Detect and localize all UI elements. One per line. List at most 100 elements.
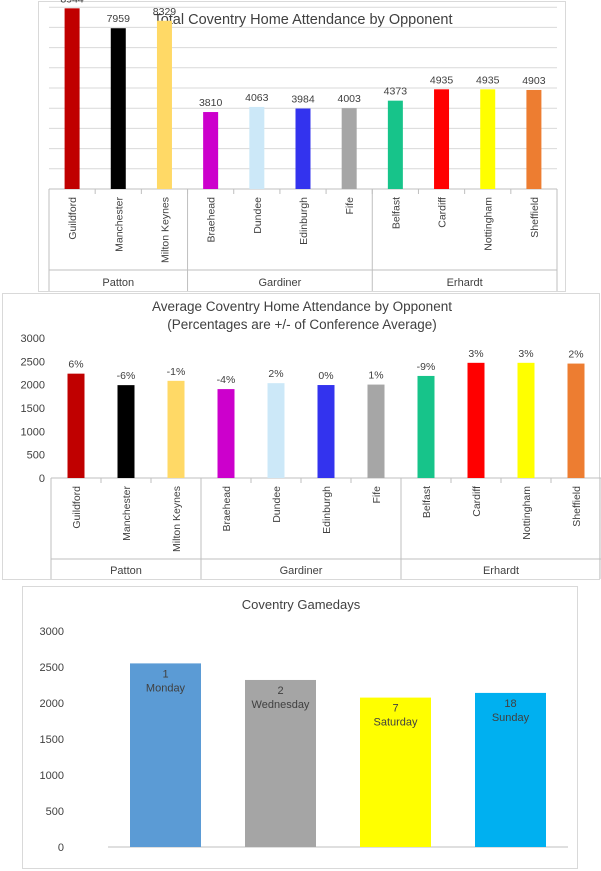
bar-belfast [387, 100, 403, 189]
data-label-edinburgh: 0% [318, 370, 333, 382]
category-label-nottingham: Nottingham [483, 197, 495, 251]
y-tick-label: 1000 [21, 426, 45, 438]
data-label-dundee: 4063 [245, 92, 269, 104]
chart-average-attendance-svg: Average Coventry Home Attendance by Oppo… [21, 299, 601, 579]
bar-count-label-wednesday: 2 [277, 685, 283, 697]
group-label-gardiner: Gardiner [280, 565, 323, 577]
data-label-belfast: 4373 [384, 86, 408, 98]
y-tick-label: 3000 [40, 626, 64, 638]
bar-milton-keynes [156, 20, 172, 190]
category-label-cardiff: Cardiff [471, 486, 483, 517]
bar-braehead [217, 389, 235, 478]
chart-subtitle: (Percentages are +/- of Conference Avera… [167, 317, 437, 332]
bar-sheffield [567, 363, 585, 478]
chart-title: Total Coventry Home Attendance by Oppone… [153, 12, 452, 28]
group-label-patton: Patton [102, 277, 134, 289]
category-label-dundee: Dundee [271, 486, 283, 523]
category-label-sheffield: Sheffield [529, 197, 541, 238]
y-tick-label: 2000 [40, 698, 64, 710]
bar-edinburgh [295, 108, 311, 189]
data-label-nottingham: 3% [518, 348, 533, 360]
category-label-guildford: Guildford [67, 197, 79, 240]
bar-saturday [360, 697, 431, 847]
bar-dundee [267, 383, 285, 478]
category-label-belfast: Belfast [390, 197, 402, 229]
data-label-manchester: 7959 [107, 13, 131, 25]
data-label-braehead: -4% [217, 374, 236, 386]
data-label-guildford: 8944 [60, 0, 84, 5]
category-label-belfast: Belfast [421, 486, 433, 518]
bar-fife [367, 384, 385, 478]
category-label-manchester: Manchester [121, 485, 133, 540]
data-label-belfast: -9% [417, 361, 436, 373]
y-tick-label: 0 [39, 473, 45, 485]
bar-dundee [249, 106, 265, 189]
category-label-braehead: Braehead [206, 197, 218, 243]
bar-braehead [203, 112, 219, 189]
group-label-gardiner: Gardiner [259, 277, 302, 289]
data-label-braehead: 3810 [199, 97, 223, 109]
category-label-edinburgh: Edinburgh [321, 486, 333, 534]
category-label-dundee: Dundee [252, 197, 264, 234]
bar-cardiff [467, 362, 485, 478]
bar-sheffield [526, 89, 542, 189]
bar-fife [341, 108, 357, 189]
category-label-guildford: Guildford [71, 486, 83, 529]
category-label-fife: Fife [371, 486, 383, 504]
category-label-edinburgh: Edinburgh [298, 197, 310, 245]
data-label-fife: 1% [368, 370, 383, 382]
chart-total-attendance-svg: Total Coventry Home Attendance by Oppone… [48, 0, 558, 291]
data-label-sheffield: 2% [568, 349, 583, 361]
bar-manchester [117, 385, 135, 478]
bar-milton-keynes [167, 380, 185, 478]
category-label-milton-keynes: Milton Keynes [171, 486, 183, 552]
y-tick-label: 2500 [40, 662, 64, 674]
data-label-edinburgh: 3984 [291, 94, 315, 106]
y-tick-label: 2000 [21, 380, 45, 392]
y-tick-label: 500 [46, 806, 64, 818]
bar-day-label-sunday: Sunday [492, 712, 530, 724]
y-tick-label: 1000 [40, 770, 64, 782]
data-label-fife: 4003 [338, 93, 362, 105]
group-label-erhardt: Erhardt [483, 565, 519, 577]
data-label-nottingham: 4935 [476, 74, 500, 86]
group-label-patton: Patton [110, 565, 142, 577]
category-label-manchester: Manchester [113, 196, 125, 251]
bar-cardiff [434, 89, 450, 189]
bar-nottingham [517, 362, 535, 478]
bar-count-label-saturday: 7 [392, 703, 398, 715]
y-tick-label: 2500 [21, 356, 45, 368]
category-label-sheffield: Sheffield [571, 486, 583, 527]
bar-day-label-wednesday: Wednesday [252, 699, 310, 711]
chart-title: Average Coventry Home Attendance by Oppo… [152, 299, 452, 314]
bar-wednesday [245, 679, 316, 847]
chart-gamedays-svg: Coventry Gamedays 0 500 1000 1500 2000 2500 30… [40, 597, 568, 854]
chart-title: Coventry Gamedays [242, 597, 361, 612]
group-label-erhardt: Erhardt [447, 277, 483, 289]
bar-guildford [67, 373, 85, 478]
category-label-nottingham: Nottingham [521, 486, 533, 540]
category-label-cardiff: Cardiff [437, 197, 449, 228]
bar-guildford [64, 8, 80, 189]
chart-total-attendance: Total Coventry Home Attendance by Oppone… [38, 0, 566, 292]
data-label-guildford: 6% [68, 359, 83, 371]
y-tick-label: 500 [27, 450, 45, 462]
chart-gamedays: Coventry Gamedays 0 500 1000 1500 2000 2500 30… [22, 586, 578, 869]
category-label-milton-keynes: Milton Keynes [159, 197, 171, 263]
bar-count-label-sunday: 18 [504, 698, 516, 710]
data-label-manchester: -6% [117, 370, 136, 382]
bar-edinburgh [317, 385, 335, 478]
bar-sunday [475, 692, 546, 847]
data-label-milton-keynes: -1% [167, 366, 186, 378]
category-label-fife: Fife [344, 197, 356, 215]
y-tick-label: 1500 [40, 734, 64, 746]
category-label-braehead: Braehead [221, 486, 233, 532]
bar-count-label-monday: 1 [162, 668, 168, 680]
chart-average-attendance: Average Coventry Home Attendance by Oppo… [2, 293, 601, 580]
bar-nottingham [480, 89, 496, 189]
bar-manchester [110, 28, 126, 190]
y-tick-label: 3000 [21, 333, 45, 345]
data-label-cardiff: 3% [468, 348, 483, 360]
data-label-dundee: 2% [268, 368, 283, 380]
data-label-sheffield: 4903 [522, 75, 546, 87]
